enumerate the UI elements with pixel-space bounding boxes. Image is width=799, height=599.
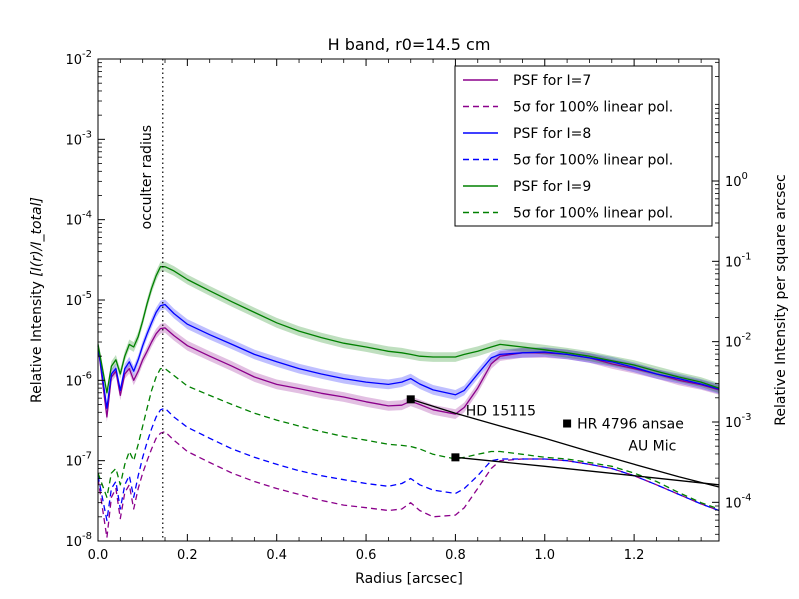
y2-tick-label-exp: -1 — [742, 251, 752, 262]
series-psf-line — [97, 303, 720, 409]
y2-tick-label-base: 10 — [725, 496, 742, 511]
y-tick-label-exp: -3 — [82, 129, 92, 140]
legend-entry-label: 5σ for 100% linear pol. — [513, 100, 673, 116]
y-tick-label: 10-5 — [65, 290, 92, 309]
legend-entry-label: PSF for I=7 — [513, 73, 591, 89]
y-axis-ticks: 10-810-710-610-510-410-310-2 — [65, 49, 105, 550]
y-axis-label-math: [I(r)/I_total] — [29, 197, 45, 277]
target-marker — [451, 453, 460, 462]
y-tick-label: 10-4 — [65, 210, 92, 229]
y-tick-label: 10-6 — [65, 370, 92, 389]
y2-tick-label-exp: -3 — [742, 412, 752, 423]
y-tick-label-exp: -8 — [82, 531, 92, 542]
y2-tick-label: 10-1 — [725, 251, 752, 270]
y-tick-label: 10-2 — [65, 49, 92, 68]
x-axis-label: Radius [arcsec] — [355, 571, 463, 587]
y2-tick-label-exp: -4 — [742, 492, 752, 503]
y2-axis-label: Relative Intensity per square arcsec — [773, 174, 789, 425]
y2-tick-label: 10-4 — [725, 492, 752, 511]
y-tick-label-exp: -7 — [82, 451, 92, 462]
x-tick-label: 1.0 — [534, 548, 555, 563]
series-band — [98, 299, 719, 414]
series-sensitivity-line — [97, 407, 720, 522]
x-tick-label: 0.2 — [177, 548, 198, 563]
chart-title: H band, r0=14.5 cm — [328, 35, 491, 54]
reference-curves — [410, 398, 720, 488]
y2-tick-label-base: 10 — [725, 416, 742, 431]
y-tick-label: 10-7 — [65, 451, 92, 470]
target-marker-label: AU Mic — [628, 438, 676, 454]
target-markers: HD 15115 HR 4796 ansae AU Mic — [406, 395, 684, 462]
y-tick-label: 10-8 — [65, 531, 92, 550]
series-sensitivity-line — [97, 367, 720, 510]
y2-tick-label-base: 10 — [725, 255, 742, 270]
legend-entry-label: 5σ for 100% linear pol. — [513, 206, 673, 222]
legend-entry-label: 5σ for 100% linear pol. — [513, 153, 673, 169]
y-tick-label-exp: -4 — [82, 210, 92, 221]
y2-tick-label-base: 10 — [725, 175, 742, 190]
y-tick-label-exp: -6 — [82, 370, 92, 381]
series-psf-line — [97, 266, 720, 394]
x-tick-label: 0.4 — [266, 548, 287, 563]
y-tick-label-base: 10 — [65, 214, 82, 229]
y2-axis-label-text: Relative Intensity per square arcsec — [773, 174, 789, 425]
legend-entry-label: PSF for I=9 — [513, 179, 591, 195]
x-tick-label: 0.6 — [356, 548, 377, 563]
occulter-label: occulter radius — [139, 125, 155, 229]
plot-area: HD 15115 HR 4796 ansae AU Mic — [97, 59, 720, 541]
x-tick-label: 1.2 — [624, 548, 645, 563]
target-marker-label: HR 4796 ansae — [577, 417, 684, 433]
svg-text:Relative Intensity [I(r)/I_tot: Relative Intensity [I(r)/I_total] — [29, 197, 45, 403]
y2-tick-label: 10-2 — [725, 332, 752, 351]
y2-tick-label-base: 10 — [725, 336, 742, 351]
y-axis-label: Relative Intensity [I(r)/I_total] — [29, 197, 45, 403]
legend-box — [454, 65, 713, 227]
target-marker — [563, 419, 572, 428]
series-band — [98, 323, 719, 422]
reference-curve — [455, 456, 720, 486]
y-tick-label-base: 10 — [65, 535, 82, 550]
y-axis-label-text: Relative Intensity — [29, 281, 45, 403]
y-tick-label-exp: -5 — [82, 290, 92, 301]
legend-entry-label: PSF for I=8 — [513, 126, 591, 142]
y-tick-label-base: 10 — [65, 133, 82, 148]
y2-tick-label-exp: -2 — [742, 332, 752, 343]
y2-tick-label-exp: 0 — [742, 171, 748, 182]
target-marker — [406, 395, 415, 404]
y-tick-label-base: 10 — [65, 294, 82, 309]
legend: PSF for I=7 5σ for 100% linear pol. PSF fo… — [454, 65, 713, 227]
y2-tick-label: 100 — [725, 171, 748, 190]
y-tick-label-exp: -2 — [82, 49, 92, 60]
x-axis-ticks: 0.0 0.2 0.4 0.6 0.8 1.0 1.2 — [88, 59, 702, 563]
y2-tick-label: 10-3 — [725, 412, 752, 431]
x-tick-label: 0.8 — [445, 548, 466, 563]
x-tick-label: 0.0 — [88, 548, 109, 563]
y-tick-label: 10-3 — [65, 129, 92, 148]
reference-curve — [410, 398, 720, 488]
series-sensitivity-line — [97, 430, 720, 539]
y-tick-label-base: 10 — [65, 53, 82, 68]
series-lines — [97, 266, 720, 539]
target-marker-label: HD 15115 — [466, 403, 536, 419]
y-tick-label-base: 10 — [65, 455, 82, 470]
y-tick-label-base: 10 — [65, 374, 82, 389]
occulter-label-text: occulter radius — [139, 125, 155, 229]
